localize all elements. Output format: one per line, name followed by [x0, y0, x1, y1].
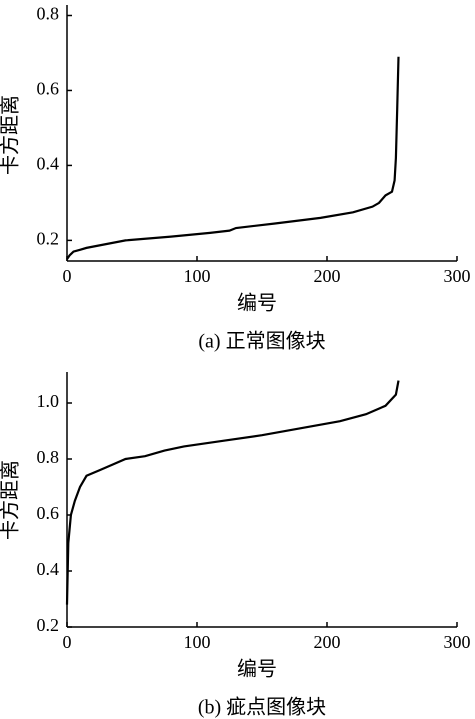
y-tick-label: 0.4: [37, 559, 60, 579]
data-line: [65, 380, 400, 605]
caption: (b) 疵点图像块: [198, 696, 326, 719]
x-tick-label: 0: [63, 266, 72, 286]
data-line: [66, 56, 400, 260]
x-axis-label: 编号: [237, 658, 277, 681]
y-tick-label: 0.6: [37, 79, 60, 99]
y-axis-label: 卡方距离: [0, 460, 22, 540]
x-tick-label: 200: [314, 632, 341, 652]
y-axis-label: 卡方距离: [0, 95, 22, 175]
y-tick-label: 0.8: [37, 4, 60, 24]
x-tick-label: 200: [314, 266, 341, 286]
caption: (a) 正常图像块: [198, 330, 325, 353]
x-tick-label: 0: [63, 632, 72, 652]
y-tick-label: 0.2: [37, 229, 60, 249]
y-tick-label: 0.6: [37, 503, 60, 523]
x-tick-label: 300: [444, 632, 471, 652]
y-tick-label: 0.4: [37, 154, 60, 174]
x-axis-label: 编号: [237, 292, 277, 315]
x-tick-label: 100: [184, 266, 211, 286]
y-tick-label: 0.2: [37, 615, 60, 635]
y-tick-label: 1.0: [37, 391, 60, 411]
x-tick-label: 300: [444, 266, 471, 286]
x-tick-label: 100: [184, 632, 211, 652]
y-tick-label: 0.8: [37, 447, 60, 467]
